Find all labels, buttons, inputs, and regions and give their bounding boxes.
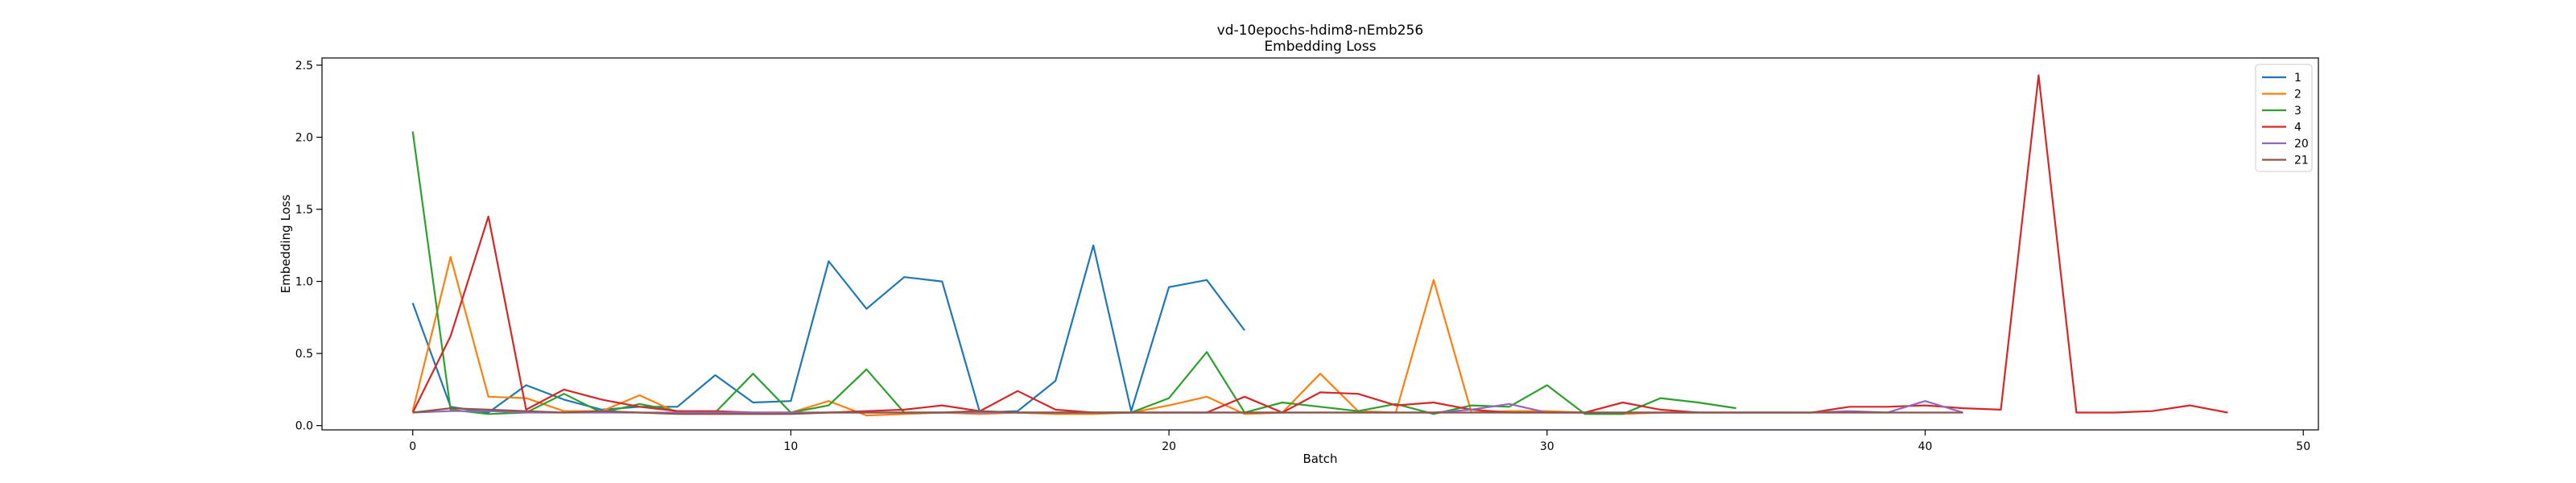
x-tick-label: 10 (784, 440, 799, 453)
chart-title: vd-10epochs-hdim8-nEmb256 (1217, 23, 1424, 39)
legend-label-20: 20 (2294, 138, 2309, 151)
x-tick-label: 20 (1162, 440, 1176, 453)
y-tick-label: 2.0 (295, 131, 313, 144)
x-tick-label: 50 (2296, 440, 2310, 453)
legend-box (2255, 64, 2313, 172)
series-line-2 (411, 256, 1699, 417)
legend-label-4: 4 (2294, 122, 2301, 134)
x-axis: 0 10 20 30 40 50 (409, 430, 2310, 453)
x-tick-label: 0 (409, 440, 416, 453)
y-tick-label: 0.0 (295, 420, 313, 433)
plot-frame (321, 57, 2319, 431)
x-tick-label: 40 (1918, 440, 1933, 453)
series-line-1 (411, 244, 1245, 414)
y-tick-label: 1.5 (295, 204, 313, 217)
legend-label-1: 1 (2294, 72, 2301, 85)
series-line-4 (411, 74, 2228, 414)
y-axis-label: Embedding Loss (279, 194, 293, 293)
x-axis-label: Batch (1302, 452, 1337, 466)
series-layer (411, 74, 2228, 417)
y-axis: 0.0 0.5 1.0 1.5 2.0 2.5 (295, 60, 322, 433)
series-line-3 (411, 131, 1736, 415)
legend-label-21: 21 (2294, 155, 2309, 167)
chart-subtitle: Embedding Loss (1264, 39, 1376, 55)
series-line-21 (412, 407, 1963, 415)
y-tick-label: 1.0 (295, 276, 313, 289)
legend-label-3: 3 (2294, 105, 2301, 118)
legend-label-2: 2 (2294, 89, 2301, 101)
y-tick-label: 0.5 (295, 348, 313, 361)
legend: 1 2 3 4 20 21 (2255, 64, 2313, 172)
x-tick-label: 30 (1540, 440, 1554, 453)
y-tick-label: 2.5 (295, 60, 313, 72)
